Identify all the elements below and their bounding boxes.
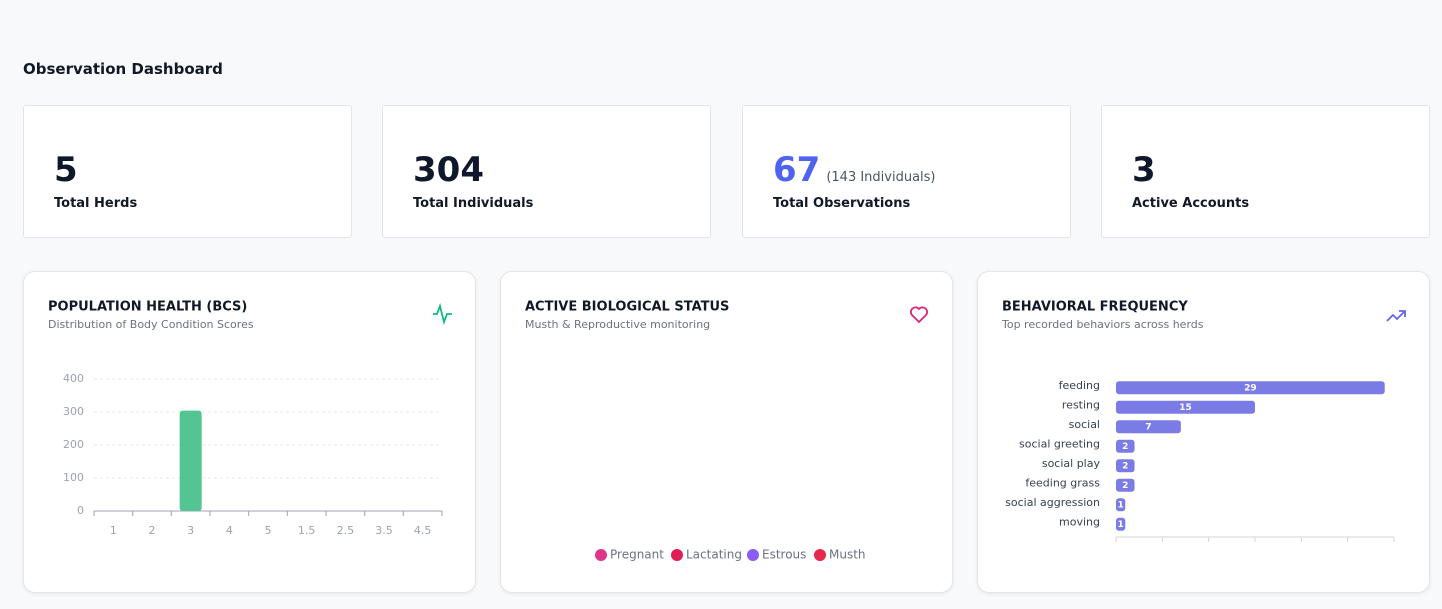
chart-card: POPULATION HEALTH (BCS) Distribution of … bbox=[23, 271, 476, 593]
chart-subtitle: Musth & Reproductive monitoring bbox=[525, 318, 710, 331]
x-tick-label: 3.5 bbox=[375, 524, 393, 537]
value-label: 29 bbox=[1244, 383, 1257, 393]
chart: ACTIVE BIOLOGICAL STATUS Musth & Reprodu… bbox=[525, 300, 928, 562]
chart: BEHAVIORAL FREQUENCY Top recorded behavi… bbox=[1001, 300, 1406, 542]
legend-swatch bbox=[814, 549, 826, 561]
stat-value: 5 bbox=[54, 150, 78, 190]
y-tick-label: social aggression bbox=[1005, 496, 1100, 509]
y-tick-label: 300 bbox=[63, 405, 84, 418]
stat-note: (143 Individuals) bbox=[826, 170, 936, 185]
y-tick-label: 100 bbox=[63, 471, 84, 484]
x-tick-label: 1.5 bbox=[298, 524, 316, 537]
pulse-icon bbox=[433, 302, 452, 326]
stat-card: 67 (143 Individuals) Total Observations bbox=[742, 105, 1071, 238]
stat-value: 67 (143 Individuals) bbox=[773, 150, 936, 190]
bar bbox=[1116, 517, 1126, 531]
value-label: 15 bbox=[1179, 403, 1192, 413]
stat-card: 3 Active Accounts bbox=[1101, 105, 1430, 238]
bar bbox=[1116, 478, 1135, 492]
bar bbox=[1116, 420, 1181, 434]
legend-label: Musth bbox=[829, 548, 866, 562]
value-label: 2 bbox=[1122, 461, 1128, 471]
chart-subtitle: Distribution of Body Condition Scores bbox=[48, 318, 254, 331]
stat-label: Total Individuals bbox=[413, 196, 534, 211]
trend-icon bbox=[1386, 310, 1406, 322]
legend-swatch bbox=[747, 549, 759, 561]
stat-card: 5 Total Herds bbox=[23, 105, 352, 238]
stat-label: Total Observations bbox=[773, 196, 911, 211]
stat-value: 304 bbox=[413, 150, 484, 190]
y-tick-label: 0 bbox=[77, 504, 84, 517]
bar bbox=[1116, 439, 1135, 453]
chart: POPULATION HEALTH (BCS) Distribution of … bbox=[48, 300, 452, 537]
bar bbox=[1116, 400, 1255, 414]
y-tick-label: feeding grass bbox=[1025, 476, 1100, 489]
chart-title: ACTIVE BIOLOGICAL STATUS bbox=[525, 300, 729, 315]
stat-number: 67 bbox=[773, 150, 821, 190]
legend-label: Estrous bbox=[762, 548, 806, 562]
page-title: Observation Dashboard bbox=[23, 60, 223, 78]
x-tick-label: 2 bbox=[149, 524, 156, 537]
y-tick-label: 200 bbox=[63, 438, 84, 451]
y-tick-label: social greeting bbox=[1019, 437, 1100, 450]
stat-card: 304 Total Individuals bbox=[382, 105, 711, 238]
bar bbox=[179, 410, 202, 511]
y-tick-label: 400 bbox=[63, 372, 84, 385]
y-tick-label: feeding bbox=[1059, 379, 1100, 392]
value-label: 7 bbox=[1145, 422, 1151, 432]
y-tick-label: social bbox=[1069, 418, 1100, 431]
chart-card: BEHAVIORAL FREQUENCY Top recorded behavi… bbox=[977, 271, 1430, 593]
bar bbox=[1116, 498, 1126, 512]
bar bbox=[1116, 459, 1135, 473]
value-label: 1 bbox=[1118, 500, 1124, 510]
legend-label: Lactating bbox=[686, 548, 742, 562]
x-tick-label: 3 bbox=[187, 524, 194, 537]
x-tick-label: 1 bbox=[110, 524, 117, 537]
value-label: 1 bbox=[1118, 520, 1124, 530]
bar bbox=[1116, 381, 1385, 395]
y-tick-label: resting bbox=[1062, 398, 1100, 411]
y-tick-label: moving bbox=[1059, 515, 1100, 528]
stat-label: Total Herds bbox=[54, 196, 138, 211]
stat-value: 3 bbox=[1132, 150, 1156, 190]
x-tick-label: 2.5 bbox=[337, 524, 355, 537]
stat-label: Active Accounts bbox=[1132, 196, 1250, 211]
chart-subtitle: Top recorded behaviors across herds bbox=[1001, 318, 1204, 331]
y-tick-label: social play bbox=[1042, 457, 1101, 470]
chart-title: BEHAVIORAL FREQUENCY bbox=[1002, 300, 1188, 315]
value-label: 2 bbox=[1122, 442, 1128, 452]
x-tick-label: 4 bbox=[226, 524, 233, 537]
legend-swatch bbox=[595, 549, 607, 561]
legend-swatch bbox=[671, 549, 683, 561]
chart-card: ACTIVE BIOLOGICAL STATUS Musth & Reprodu… bbox=[500, 271, 953, 593]
legend-label: Pregnant bbox=[610, 548, 664, 562]
value-label: 2 bbox=[1122, 481, 1128, 491]
x-tick-label: 4.5 bbox=[414, 524, 432, 537]
heart-icon bbox=[910, 306, 928, 324]
x-tick-label: 5 bbox=[265, 524, 272, 537]
chart-title: POPULATION HEALTH (BCS) bbox=[48, 300, 247, 315]
